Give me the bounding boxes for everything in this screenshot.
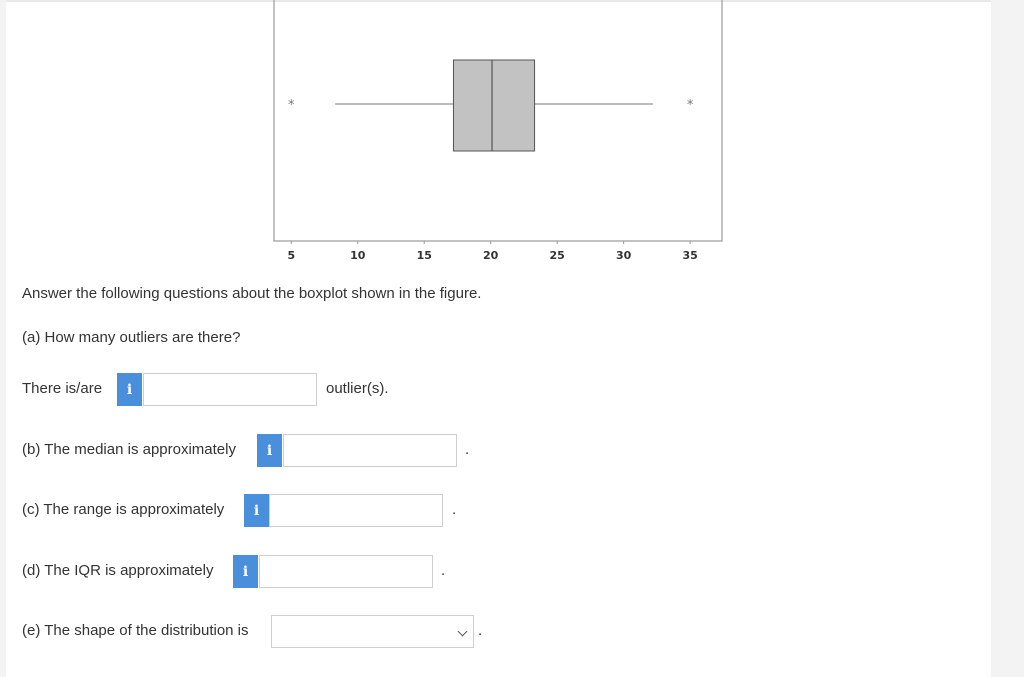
x-tick-label-20: 20 — [483, 249, 499, 262]
outlier-marker-1: * — [288, 98, 295, 113]
top-divider — [6, 0, 991, 2]
question-e-prompt: (e) The shape of the distribution is — [22, 622, 249, 639]
median-input[interactable] — [283, 434, 457, 467]
question-c-prompt: (c) The range is approximately — [22, 501, 225, 518]
right-gutter — [991, 0, 1024, 677]
outlier-count-input[interactable] — [143, 373, 317, 406]
x-tick-label-5: 5 — [287, 249, 295, 262]
question-d-suffix: . — [441, 562, 446, 579]
outlier-marker-2: * — [687, 98, 694, 113]
question-b-prompt: (b) The median is approximately — [22, 441, 236, 458]
info-icon-b[interactable]: i — [257, 434, 282, 467]
x-tick-label-25: 25 — [550, 249, 565, 262]
x-tick-label-30: 30 — [616, 249, 632, 262]
info-icon-d[interactable]: i — [233, 555, 258, 588]
question-e-suffix: . — [478, 622, 483, 639]
info-icon-c[interactable]: i — [244, 494, 269, 527]
x-tick-label-10: 10 — [350, 249, 366, 262]
question-a-suffix: outlier(s). — [326, 380, 389, 397]
range-input[interactable] — [269, 494, 443, 527]
instructions-text: Answer the following questions about the… — [22, 285, 482, 302]
question-a-lead: There is/are — [22, 380, 103, 397]
chevron-down-icon — [457, 626, 468, 637]
info-icon-a[interactable]: i — [117, 373, 142, 406]
question-b-suffix: . — [465, 441, 470, 458]
iqr-input[interactable] — [259, 555, 433, 588]
question-a-prompt: (a) How many outliers are there? — [22, 329, 241, 346]
distribution-shape-select[interactable] — [271, 615, 474, 648]
boxplot-figure: * * 5 10 15 20 25 30 35 — [273, 0, 723, 262]
x-tick-label-35: 35 — [682, 249, 697, 262]
left-gutter — [0, 0, 6, 677]
question-c-suffix: . — [452, 501, 457, 518]
question-d-prompt: (d) The IQR is approximately — [22, 562, 214, 579]
plot-frame — [273, 0, 723, 242]
x-tick-label-15: 15 — [417, 249, 432, 262]
iqr-box — [452, 59, 536, 152]
